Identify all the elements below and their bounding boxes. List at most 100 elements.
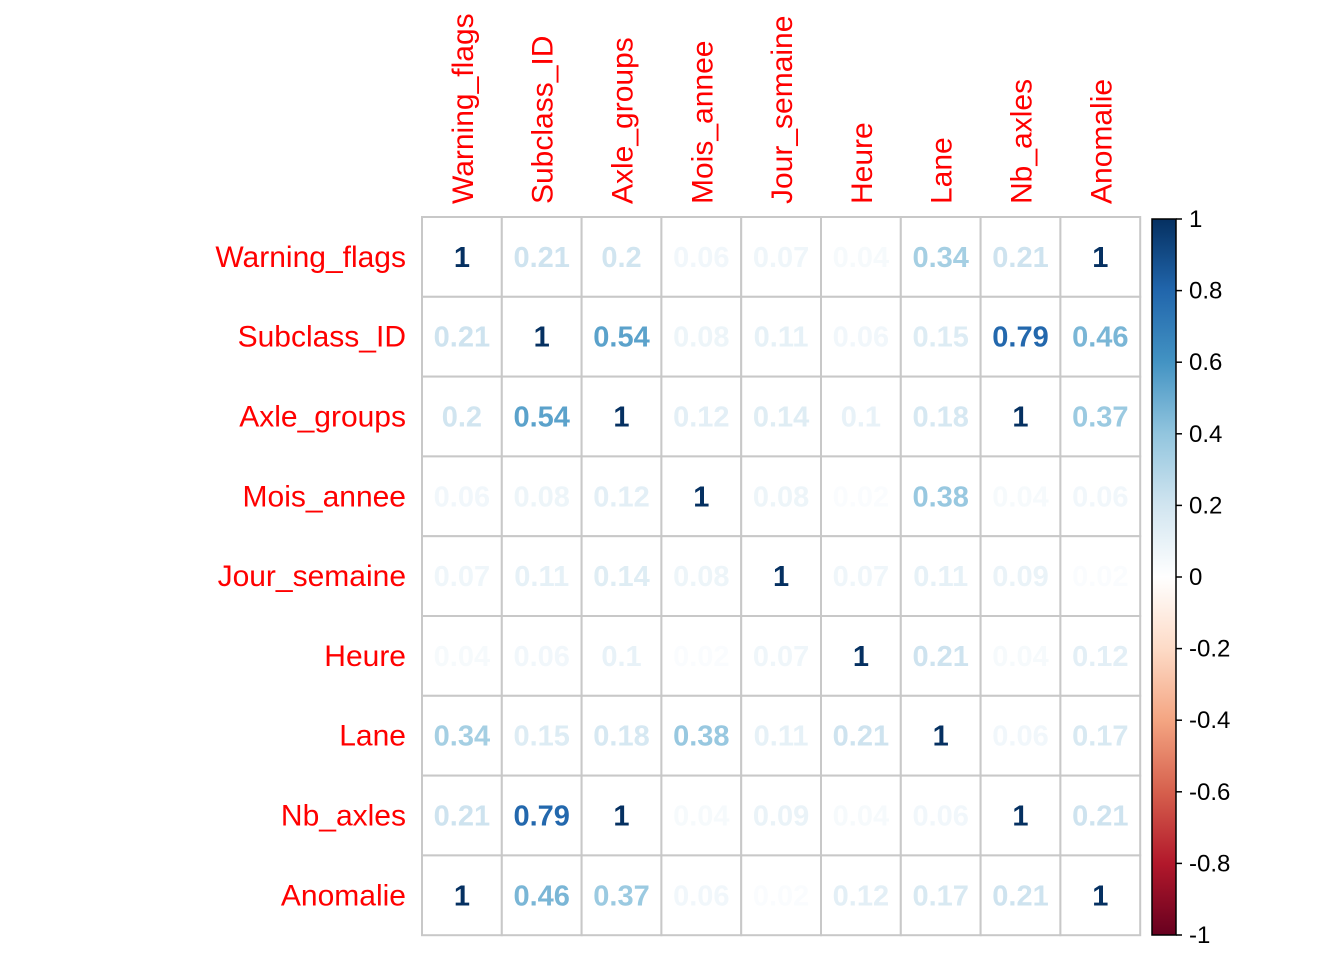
heatmap-cell [979,295,1062,378]
cell-value-label: 0.18 [593,721,649,753]
heatmap-cell [899,295,982,378]
heatmap-cell [500,615,583,697]
heatmap-cell [740,774,823,857]
heatmap-cell [899,774,982,857]
cell-value-label: 1 [613,402,629,434]
cell-value-label: 0.09 [992,561,1048,593]
heatmap-cell [979,216,1062,298]
cell-value-label: 1 [1092,880,1108,912]
cell-value-label: 0.08 [673,561,729,593]
column-label: Subclass_ID [527,36,560,204]
heatmap-cell [580,615,663,697]
colorbar-tick-label: 1 [1189,206,1202,233]
colorbar-tick-label: 0.8 [1189,278,1222,305]
heatmap-cell [421,535,503,618]
cell-value-label: 0.21 [912,641,968,673]
heatmap-cell [1059,375,1142,458]
cell-value-label: 0.06 [992,721,1048,753]
heatmap-cell [660,854,743,937]
column-label: Warning_flags [447,13,480,204]
cell-value-label: 1 [454,242,470,274]
heatmap-cell [421,455,503,538]
heatmap-cell [820,615,902,697]
row-label: Mois_annee [243,480,406,513]
column-label: Jour_semaine [766,16,799,204]
heatmap-cell [740,854,823,937]
heatmap-cell [740,615,823,697]
cell-value-label: 0.04 [992,481,1048,513]
heatmap-cell [740,375,823,458]
heatmap-cell [500,375,583,458]
row-label: Lane [339,720,406,753]
cell-value-label: 0.1 [601,641,641,673]
column-label: Nb_axles [1006,79,1039,204]
colorbar-tick-label: -0.2 [1189,636,1230,663]
heatmap-cell [1059,854,1142,937]
column-label: Heure [846,122,879,204]
row-label: Jour_semaine [218,560,406,593]
heatmap-cell [660,535,743,618]
column-label: Axle_groups [607,37,640,204]
cell-value-label: 0.04 [673,801,729,833]
cell-value-label: 1 [773,561,789,593]
cell-value-label: 0.38 [673,721,729,753]
cell-value-label: 0.17 [1072,721,1128,753]
heatmap-cell [500,854,583,937]
heatmap-cell [660,375,743,458]
colorbar-tick-label: -0.4 [1189,707,1230,734]
cell-value-label: 1 [613,801,629,833]
colorbar-gradient [1151,218,1177,936]
cell-value-label: 1 [933,721,949,753]
correlation-cells: 1 0.21 0.2 0.06 0.07 0.04 0.34 0.21 10.21 1 0.54 0.… [421,216,1142,937]
heatmap-cell [660,455,743,538]
cell-value-label: 0.06 [673,242,729,274]
heatmap-cell [580,854,663,937]
row-label: Nb_axles [281,800,406,833]
heatmap-cell [979,615,1062,697]
heatmap-cell [500,694,583,777]
heatmap-cell [820,854,902,937]
cell-value-label: 0.38 [912,481,968,513]
cell-value-label: 0.02 [833,481,889,513]
cell-value-label: 0.06 [833,322,889,354]
cell-value-label: 0.06 [513,641,569,673]
cell-value-label: 0.21 [434,322,490,354]
cell-value-label: 0.2 [442,402,482,434]
heatmap-cell [580,375,663,458]
cell-value-label: 0.06 [912,801,968,833]
cell-value-label: 0.14 [593,561,649,593]
cell-value-label: 1 [853,641,869,673]
heatmap-cell [421,216,503,298]
cell-value-label: 0.46 [513,880,569,912]
cell-value-label: 0.07 [434,561,490,593]
cell-value-label: 1 [534,322,550,354]
heatmap-cell [421,774,503,857]
cell-value-label: 0.21 [434,801,490,833]
cell-value-label: 0.11 [754,721,809,753]
cell-value-label: 0.02 [753,880,809,912]
cell-value-label: 1 [1012,801,1028,833]
heatmap-cell [899,694,982,777]
cell-value-label: 0.46 [1072,322,1128,354]
cell-value-label: 0.2 [601,242,641,274]
cell-value-label: 0.79 [992,322,1048,354]
cell-value-label: 0.54 [513,402,569,434]
heatmap-cell [820,216,902,298]
column-label: Anomalie [1085,79,1118,204]
colorbar-tick-label: 0.6 [1189,349,1222,376]
cell-value-label: 0.14 [753,402,809,434]
cell-value-label: 1 [454,880,470,912]
cell-value-label: 0.34 [912,242,968,274]
row-label: Warning_flags [215,241,406,274]
cell-value-label: 0.18 [912,402,968,434]
heatmap-cell [1059,535,1142,618]
heatmap-cell [421,375,503,458]
colorbar: 1 0.8 0.6 0.4 0.2 0 -0.2 -0.4 -0.6 -0.8 -1 [1151,206,1230,949]
cell-value-label: 0.12 [833,880,889,912]
row-label: Heure [324,640,406,673]
cell-value-label: 0.79 [513,801,569,833]
heatmap-cell [820,535,902,618]
heatmap-cell [500,455,583,538]
heatmap-cell [1059,455,1142,538]
cell-value-label: 0.08 [753,481,809,513]
